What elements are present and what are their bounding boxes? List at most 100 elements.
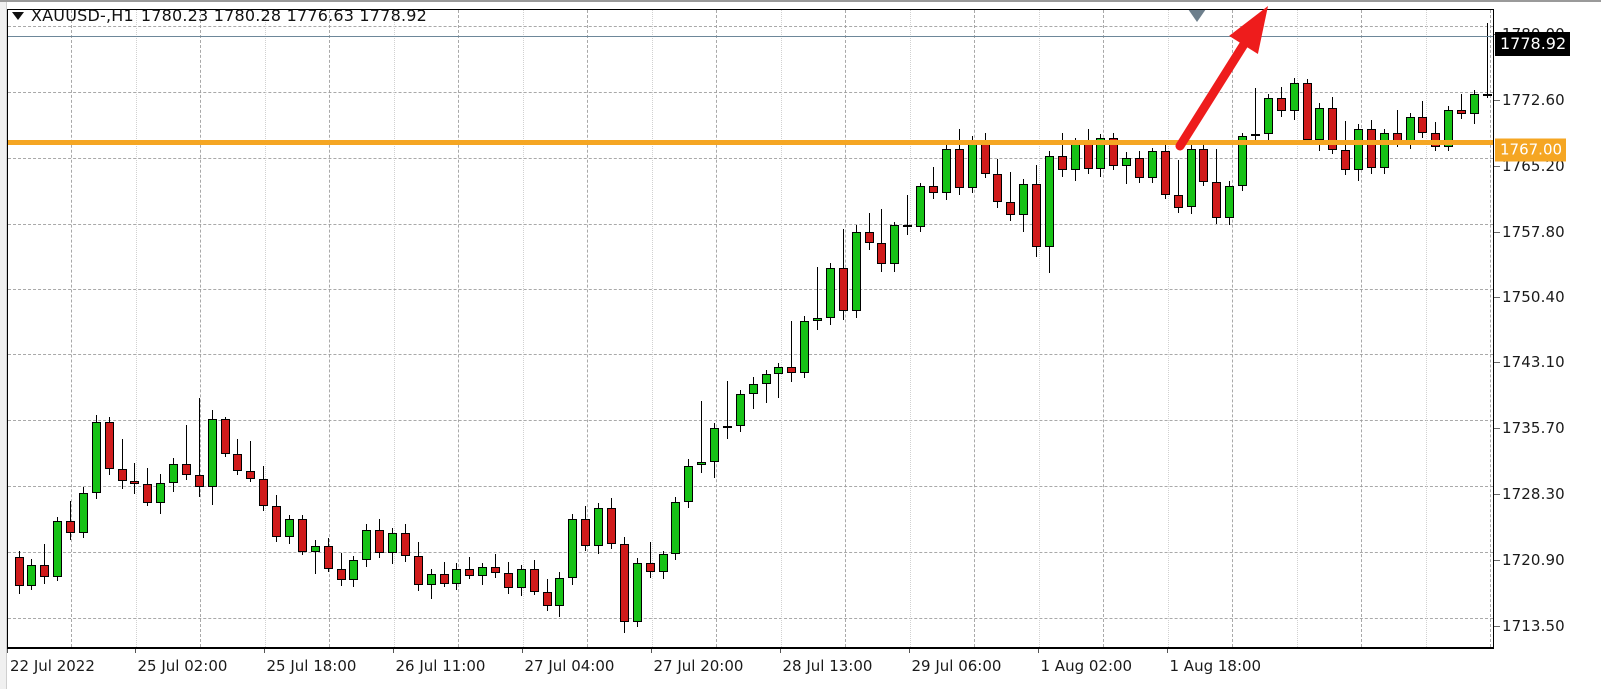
candle-bullish xyxy=(208,419,217,487)
candle-wick xyxy=(1461,93,1462,119)
candle-bearish xyxy=(1418,116,1427,133)
gridline-horizontal xyxy=(8,157,1493,159)
candle-bullish xyxy=(633,563,642,623)
candle-bullish xyxy=(1380,132,1389,169)
price-tick-mark xyxy=(1494,231,1500,233)
candle-bullish xyxy=(478,566,487,576)
gridline-vertical xyxy=(780,10,782,647)
candle-bullish xyxy=(517,568,526,589)
candle-wick xyxy=(1487,23,1488,99)
time-axis[interactable]: 22 Jul 2022 25 Jul 02:00 25 Jul 18:00 26 Ju… xyxy=(7,648,1494,689)
candle-wick xyxy=(315,540,316,575)
time-tick-mark xyxy=(521,649,523,653)
candle-wick xyxy=(186,425,187,480)
candle-wick xyxy=(134,462,135,494)
symbol-label: XAUUSD-,H1 xyxy=(31,6,134,25)
gridline-horizontal xyxy=(8,91,1493,93)
candle-bearish xyxy=(66,520,75,534)
gridline-vertical xyxy=(71,10,72,647)
candle-bullish xyxy=(1096,138,1105,170)
candle-bullish xyxy=(697,461,706,466)
candle-bearish xyxy=(1135,157,1144,179)
price-tick-mark xyxy=(1494,493,1500,495)
candle-bearish xyxy=(324,545,333,569)
gridline-vertical xyxy=(716,10,717,647)
candle-wick xyxy=(650,542,651,578)
candle-bullish xyxy=(723,426,732,429)
gridline-vertical xyxy=(1232,10,1233,647)
candle-bearish xyxy=(839,268,848,311)
candle-bullish xyxy=(349,559,358,581)
gridline-vertical xyxy=(264,10,266,647)
gridline-horizontal xyxy=(8,420,1493,422)
gridline-horizontal xyxy=(8,551,1493,553)
candle-bearish xyxy=(530,568,539,592)
candle-bearish xyxy=(1199,148,1208,182)
time-tick-mark xyxy=(908,649,910,653)
candle-bullish xyxy=(1444,109,1453,147)
candle-wick xyxy=(1397,109,1398,147)
gridline-vertical xyxy=(329,10,330,647)
candle-bearish xyxy=(903,225,912,228)
candle-bearish xyxy=(865,232,874,244)
gridline-horizontal xyxy=(8,617,1493,619)
candle-bearish xyxy=(375,529,384,553)
candle-bearish xyxy=(195,475,204,487)
candle-bearish xyxy=(221,419,230,454)
candle-bearish xyxy=(401,533,410,557)
candle-bullish xyxy=(736,394,745,427)
candle-bearish xyxy=(607,508,616,544)
price-chart-plot[interactable] xyxy=(7,9,1494,648)
candle-bullish xyxy=(800,321,809,373)
gridline-vertical xyxy=(135,10,137,647)
candle-wick xyxy=(469,557,470,580)
time-tick-label: 29 Jul 06:00 xyxy=(911,657,1002,675)
candle-wick xyxy=(44,543,45,584)
time-tick-mark xyxy=(779,649,781,653)
candle-bullish xyxy=(27,565,36,587)
candle-bearish xyxy=(105,421,114,470)
price-tick-label: 1743.10 xyxy=(1502,353,1565,372)
triangle-down-icon[interactable] xyxy=(12,11,24,20)
candle-bearish xyxy=(298,518,307,552)
candle-bearish xyxy=(118,469,127,481)
candle-bullish xyxy=(1071,141,1080,171)
candle-bearish xyxy=(1341,149,1350,171)
candle-bearish xyxy=(15,557,24,587)
candle-bearish xyxy=(337,568,346,581)
candle-bearish xyxy=(40,565,49,577)
candle-wick xyxy=(199,397,200,497)
candle-bullish xyxy=(968,140,977,188)
gridline-vertical xyxy=(1425,10,1427,647)
gridline-vertical xyxy=(1103,10,1104,647)
candle-bullish xyxy=(749,383,758,395)
candle-bullish xyxy=(1225,186,1234,219)
gridline-vertical xyxy=(393,10,395,647)
price-tick-label: 1772.60 xyxy=(1502,90,1565,109)
gridline-vertical xyxy=(458,10,459,647)
current-bar-marker-icon xyxy=(1188,10,1206,22)
price-tick-mark xyxy=(1494,362,1500,364)
candle-bullish xyxy=(852,232,861,311)
candle-bearish xyxy=(981,140,990,174)
candle-bullish xyxy=(916,186,925,228)
price-level-badge[interactable]: 1767.00 xyxy=(1495,138,1567,162)
candle-bullish xyxy=(1251,133,1260,137)
time-tick-label: 22 Jul 2022 xyxy=(10,657,95,675)
candle-wick xyxy=(817,267,818,331)
price-tick-mark xyxy=(1494,297,1500,299)
price-tick-mark xyxy=(1494,559,1500,561)
candle-bullish xyxy=(671,501,680,555)
candle-bullish xyxy=(659,554,668,573)
candle-bullish xyxy=(362,529,371,560)
last-price-badge: 1778.92 xyxy=(1495,31,1571,56)
price-level-line[interactable] xyxy=(8,139,1493,145)
candle-bullish xyxy=(1019,184,1028,215)
candle-wick xyxy=(907,195,908,236)
price-axis[interactable]: 1780.001772.601765.201757.801750.401743.… xyxy=(1494,9,1595,648)
candle-wick xyxy=(778,363,779,398)
left-gutter xyxy=(0,2,7,689)
time-tick-mark xyxy=(650,649,652,653)
plot-inner xyxy=(8,10,1493,647)
